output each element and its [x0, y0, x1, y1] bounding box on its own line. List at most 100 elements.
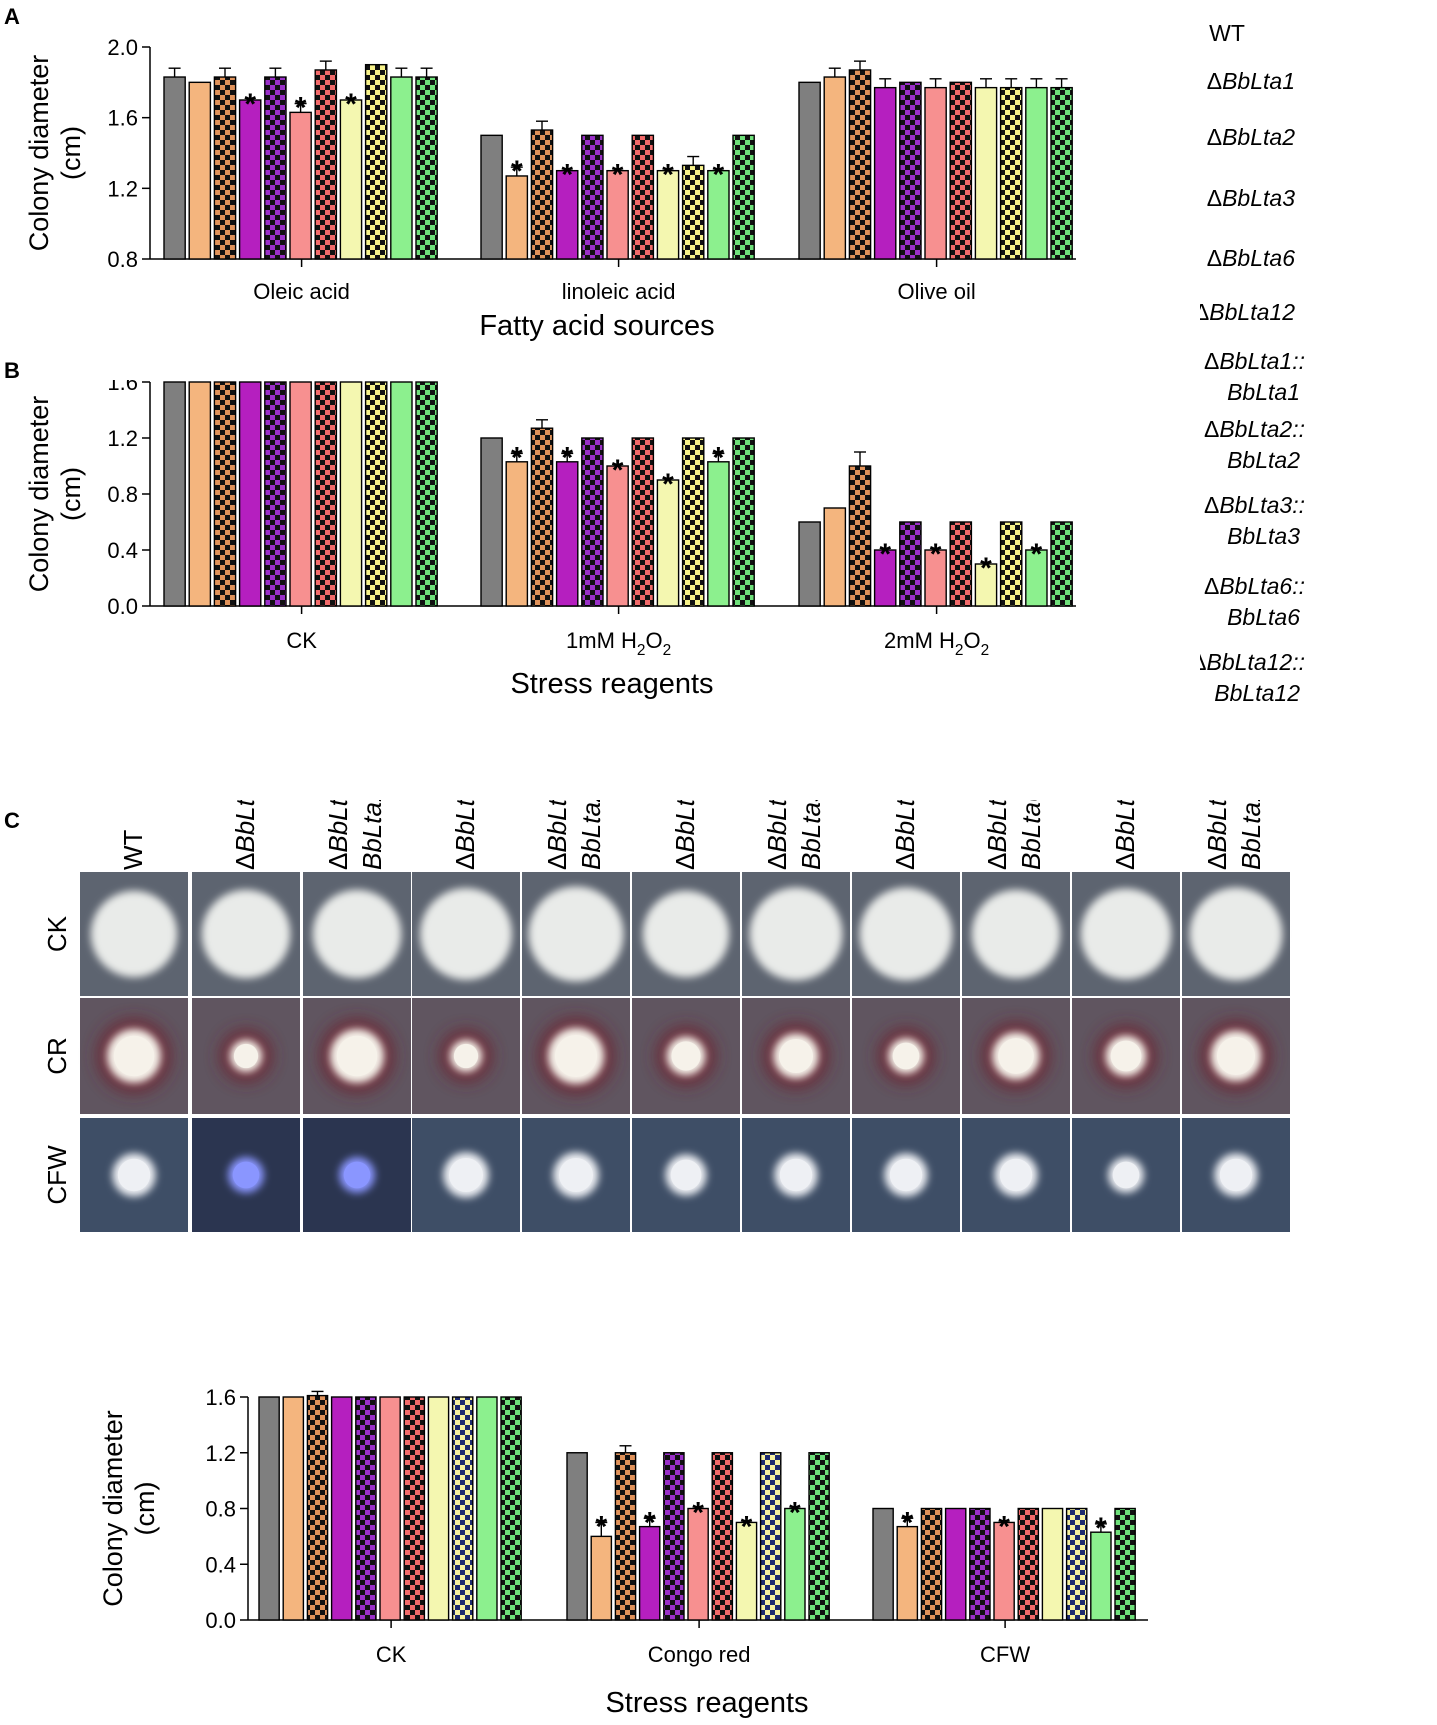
bar-d3	[924, 549, 947, 607]
bar-d1	[505, 461, 529, 607]
colony-core	[671, 1041, 701, 1071]
legend-label: ΔBbLta2	[1207, 124, 1295, 150]
colony-photo	[80, 1118, 188, 1232]
colony-core	[1110, 1040, 1142, 1072]
bar-c3	[631, 437, 655, 607]
significance-star: *	[295, 92, 307, 125]
colony	[859, 887, 953, 981]
colony-core	[117, 1158, 151, 1192]
y-tick-label: 1.2	[107, 176, 138, 201]
bar-c6	[759, 1452, 782, 1621]
x-axis-label: Stress reagents	[605, 1687, 808, 1719]
bar-c6	[681, 437, 705, 607]
bar-d12	[1025, 549, 1048, 607]
bar-c6	[999, 86, 1023, 260]
bar-c12	[732, 437, 755, 607]
y-tick-label: 1.2	[107, 426, 138, 451]
colony-core	[999, 1158, 1033, 1192]
colony-photo	[192, 998, 300, 1114]
bar-c3	[314, 69, 338, 260]
bar-wt	[163, 381, 186, 607]
category-label: 2mM H2O2	[884, 628, 989, 659]
column-header: ΔBbLta3::	[762, 800, 792, 870]
column-header: ΔBbLta2	[450, 800, 480, 870]
significance-star: *	[930, 538, 942, 571]
bar-c2	[264, 76, 287, 260]
column-header: ΔBbLta3	[670, 800, 700, 870]
column-header: ΔBbLta6	[890, 800, 920, 870]
legend-label: ΔBbLta2::	[1204, 416, 1305, 442]
bar-c6	[451, 1396, 474, 1621]
legend-label: ΔBbLta1	[1207, 68, 1295, 94]
colony	[90, 890, 178, 978]
colony-photo	[852, 1118, 960, 1232]
colony	[528, 886, 624, 982]
significance-star: *	[612, 159, 624, 192]
colony-photo	[522, 1118, 630, 1232]
legend-entry-d1: ΔBbLta1	[1207, 68, 1295, 94]
bar-d2	[330, 1396, 353, 1621]
colony-photo	[412, 872, 520, 996]
bar-d6	[974, 563, 998, 607]
bar-d2	[238, 99, 262, 260]
colony-core	[670, 1159, 702, 1191]
colony-photo	[522, 998, 630, 1114]
y-axis-label: Colony diameter(cm)	[24, 396, 86, 593]
bar-d1	[282, 1396, 305, 1621]
bar-d3	[289, 111, 312, 260]
bar-c3	[314, 381, 338, 607]
bar-c2	[264, 381, 287, 607]
y-tick-label: 0.0	[107, 594, 138, 619]
bar-c1	[530, 427, 554, 607]
y-axis-label: Colony diameter(cm)	[24, 55, 86, 252]
column-header: ΔBbLta2::	[542, 800, 572, 870]
y-tick-label: 1.6	[107, 380, 138, 395]
colony-core	[343, 1161, 371, 1189]
legend-label: ΔBbLta3::	[1204, 492, 1305, 518]
colony-photo	[303, 872, 411, 996]
bar-d1	[505, 175, 529, 260]
legend: WT ΔBbLta1 ΔBbLta2 ΔBbLta3 ΔBbLta6 ΔBbLta12 ΔB…	[1200, 20, 1305, 706]
bar-d12	[390, 76, 413, 260]
bar-d1	[823, 507, 847, 607]
bar-d12	[1090, 1531, 1112, 1621]
colony	[201, 889, 291, 979]
panel-label-b: B	[4, 358, 20, 383]
significance-star: *	[789, 1497, 801, 1530]
colony-core	[889, 1158, 923, 1192]
colony-photo	[632, 872, 740, 996]
colony-photo	[1182, 872, 1290, 996]
column-header: ΔBbLta1	[230, 800, 260, 870]
colony	[312, 889, 402, 979]
legend-label: ΔBbLta6	[1207, 245, 1295, 271]
colony-photo	[742, 998, 850, 1114]
legend-label: ΔBbLta1::	[1204, 348, 1305, 374]
colony-core	[113, 1035, 155, 1077]
significance-star: *	[713, 159, 725, 192]
colony-core	[778, 1038, 814, 1074]
x-axis-label: Fatty acid sources	[479, 310, 714, 342]
bar-c6	[1065, 1507, 1088, 1621]
bar-d1	[590, 1535, 613, 1621]
colony-photo	[303, 998, 411, 1114]
colony-core	[232, 1161, 260, 1189]
bar-c1	[306, 1394, 329, 1621]
significance-star: *	[980, 552, 992, 585]
y-tick-label: 0.4	[107, 538, 138, 563]
bar-d3	[606, 169, 629, 260]
colony-core	[453, 1043, 479, 1069]
column-header: ΔBbLta1::	[323, 800, 353, 870]
colony-photo	[80, 872, 188, 996]
colony	[420, 888, 512, 980]
bar-d1	[188, 381, 212, 607]
column-header-suffix: BbLta12	[1236, 800, 1266, 870]
legend-entry-c1: ΔBbLta1::BbLta1	[1204, 348, 1305, 405]
colony-photo	[1072, 872, 1180, 996]
legend-label: ΔBbLta3	[1207, 185, 1295, 211]
column-header-suffix: BbLta3	[796, 800, 826, 870]
significance-star: *	[879, 538, 891, 571]
colony-photo	[962, 872, 1070, 996]
bar-wt	[566, 1452, 588, 1621]
bar-d2	[555, 169, 579, 260]
bar-d12	[1025, 86, 1048, 260]
